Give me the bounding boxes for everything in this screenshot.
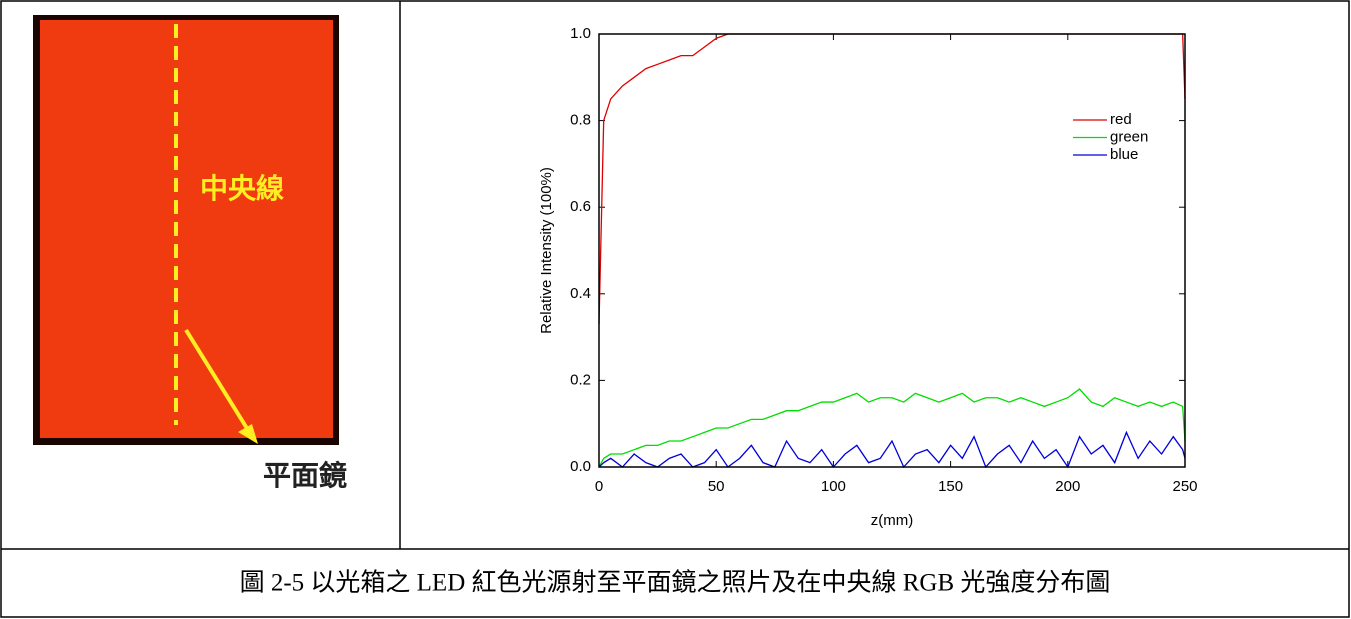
y-tick-label: 0.2 — [570, 371, 591, 388]
x-tick-label: 200 — [1055, 478, 1080, 495]
arrow-head — [238, 424, 258, 444]
y-tick-label: 0.4 — [570, 285, 591, 302]
y-tick-label: 0.6 — [570, 198, 591, 215]
caption: 圖 2-5 以光箱之 LED 紅色光源射至平面鏡之照片及在中央線 RGB 光強度… — [240, 569, 1111, 597]
y-tick-label: 0.0 — [570, 458, 591, 475]
plot-frame — [598, 33, 1186, 468]
x-tick-label: 100 — [821, 478, 846, 495]
center-line-label: 中央線 — [200, 172, 284, 205]
x-tick-label: 250 — [1172, 478, 1197, 495]
legend-label: green — [1110, 128, 1148, 145]
series-line — [598, 430, 1186, 469]
series-line — [598, 33, 1186, 325]
x-tick-label: 0 — [595, 478, 603, 495]
legend-label: blue — [1110, 146, 1138, 163]
y-tick-label: 1.0 — [570, 25, 591, 42]
x-axis-label: z(mm) — [871, 512, 913, 529]
x-tick-label: 150 — [938, 478, 963, 495]
y-axis-label: Relative Intensity (100%) — [538, 167, 555, 334]
x-tick-label: 50 — [708, 478, 725, 495]
chart: 0 50 100 150 200 250 0.0 0.2 0.4 0.6 0.8 1.0 z(mm) Re… — [538, 25, 1198, 529]
y-tick-label: 0.8 — [570, 112, 591, 129]
legend-label: red — [1110, 111, 1132, 128]
mirror-label: 平面鏡 — [263, 459, 347, 492]
arrow — [184, 328, 250, 432]
photo: 中央線 平面鏡 — [33, 15, 347, 492]
light-box — [40, 20, 333, 438]
series-line — [598, 388, 1186, 468]
